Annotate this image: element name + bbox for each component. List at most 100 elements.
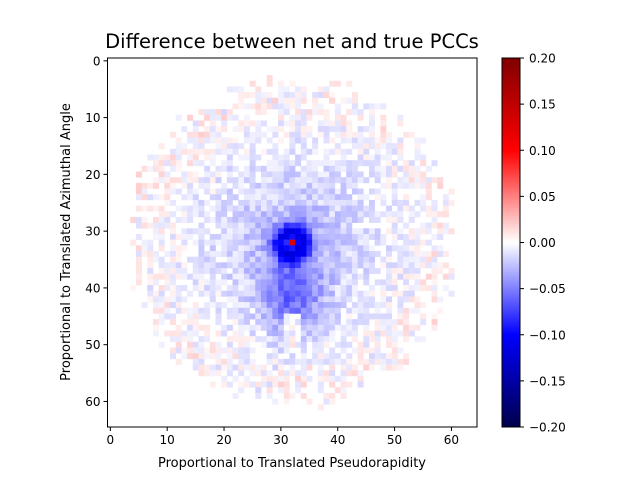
heatmap-cell	[209, 126, 216, 133]
heatmap-cell	[368, 364, 375, 371]
heatmap-cell	[329, 97, 336, 104]
heatmap-cell	[152, 256, 159, 263]
heatmap-cell	[289, 211, 296, 218]
heatmap-cell	[170, 256, 177, 263]
heatmap-cell	[414, 177, 421, 184]
heatmap-cell	[323, 296, 330, 303]
heatmap-cell	[306, 268, 313, 275]
heatmap-cell	[300, 392, 307, 399]
heatmap-cell	[317, 381, 324, 388]
heatmap-cell	[283, 154, 290, 161]
heatmap-cell	[278, 171, 285, 178]
heatmap-cell	[221, 109, 228, 116]
heatmap-cell	[243, 126, 250, 133]
heatmap-cell	[386, 296, 393, 303]
heatmap-cell	[243, 199, 250, 206]
heatmap-cell	[317, 262, 324, 269]
heatmap-cell	[187, 205, 194, 212]
heatmap-cell	[249, 273, 256, 280]
heatmap-cell	[158, 262, 165, 269]
heatmap-cell	[192, 262, 199, 269]
heatmap-cell	[329, 160, 336, 167]
heatmap-cell	[243, 279, 250, 286]
heatmap-cell	[317, 251, 324, 257]
heatmap-cell	[152, 154, 159, 161]
heatmap-cell	[334, 245, 341, 252]
heatmap-cell	[187, 137, 194, 144]
heatmap-cell	[346, 126, 353, 133]
heatmap-cell	[204, 307, 211, 314]
heatmap-cell	[323, 353, 330, 360]
heatmap-cell	[141, 165, 148, 172]
heatmap-cell	[272, 330, 279, 337]
heatmap-cell	[397, 114, 404, 121]
heatmap-cell	[283, 188, 290, 195]
heatmap-cell	[249, 245, 256, 252]
heatmap-cell	[306, 131, 313, 138]
heatmap-cell	[414, 251, 421, 257]
heatmap-cell	[403, 199, 410, 206]
heatmap-cell	[192, 177, 199, 184]
heatmap-cell	[323, 370, 330, 377]
heatmap-cell	[340, 114, 347, 121]
heatmap-cell	[198, 131, 205, 138]
heatmap-cell	[340, 251, 347, 257]
heatmap-cell	[329, 165, 336, 172]
heatmap-cell	[408, 245, 415, 252]
heatmap-cell	[380, 182, 387, 189]
heatmap-cell	[363, 330, 370, 337]
heatmap-cell	[175, 245, 182, 252]
heatmap-cell	[204, 364, 211, 371]
heatmap-cell	[266, 336, 273, 343]
heatmap-cell	[283, 211, 290, 218]
heatmap-cell	[272, 143, 279, 150]
heatmap-cell	[300, 222, 307, 229]
heatmap-cell	[334, 194, 341, 201]
heatmap-cell	[312, 319, 319, 326]
heatmap-cell	[414, 262, 421, 269]
heatmap-cell	[334, 205, 341, 212]
heatmap-cell	[374, 154, 381, 161]
heatmap-cell	[323, 86, 330, 93]
heatmap-cell	[391, 171, 398, 178]
heatmap-cell	[243, 285, 250, 292]
heatmap-cell	[386, 358, 393, 365]
heatmap-cell	[317, 86, 324, 93]
heatmap-cell	[283, 285, 290, 292]
heatmap-cell	[181, 262, 188, 269]
heatmap-cell	[334, 109, 341, 116]
heatmap-cell	[152, 194, 159, 201]
heatmap-cell	[289, 137, 296, 144]
heatmap-cell	[329, 358, 336, 365]
heatmap-cell	[238, 273, 245, 280]
heatmap-cell	[243, 92, 250, 99]
heatmap-cell	[187, 290, 194, 297]
heatmap-cell	[283, 330, 290, 337]
heatmap-cell	[272, 398, 279, 405]
heatmap-cell	[346, 262, 353, 269]
heatmap-cell	[340, 256, 347, 263]
heatmap-cell	[346, 285, 353, 292]
heatmap-cell	[272, 262, 279, 269]
heatmap-cell	[351, 285, 358, 292]
heatmap-cell	[283, 216, 290, 223]
heatmap-cell	[204, 324, 211, 331]
heatmap-cell	[249, 233, 256, 240]
heatmap-cell	[232, 114, 239, 121]
heatmap-cell	[357, 126, 364, 133]
heatmap-cell	[238, 171, 245, 178]
heatmap-cell	[283, 302, 290, 309]
heatmap-cell	[135, 256, 142, 263]
heatmap-cell	[408, 251, 415, 257]
heatmap-cell	[363, 307, 370, 314]
heatmap-cell	[215, 302, 222, 309]
heatmap-cell	[431, 313, 438, 320]
colorbar-tick-label: 0.00	[529, 236, 556, 250]
heatmap-cell	[232, 177, 239, 184]
heatmap-cell	[147, 273, 154, 280]
heatmap-cell	[249, 239, 256, 246]
heatmap-cell	[289, 92, 296, 99]
heatmap-cell	[368, 358, 375, 365]
heatmap-cell	[243, 251, 250, 257]
heatmap-cell	[306, 302, 313, 309]
